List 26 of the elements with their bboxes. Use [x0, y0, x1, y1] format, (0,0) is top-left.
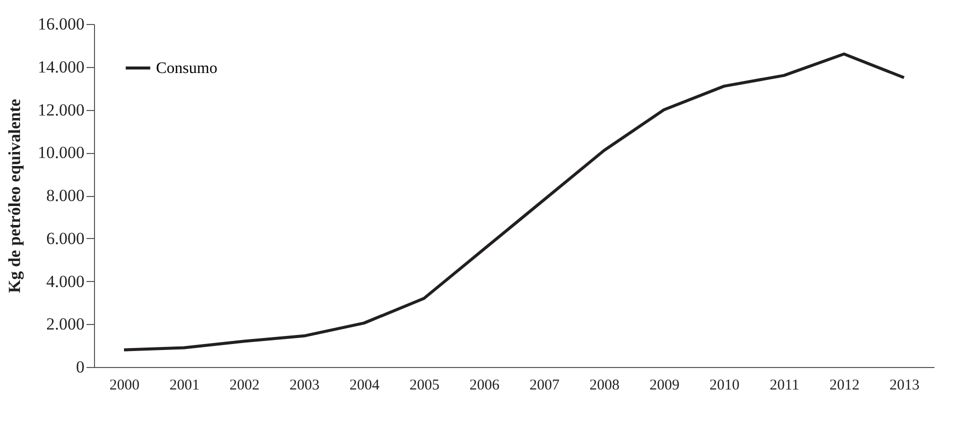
x-tick-label: 2001 [170, 378, 200, 394]
line-series [122, 52, 906, 352]
x-tick-label: 2005 [410, 378, 440, 394]
x-tick-label: 2008 [590, 378, 620, 394]
y-tick-label: 6.000 [46, 228, 84, 248]
y-tick-label: 12.000 [38, 100, 84, 120]
x-tick-label: 2000 [110, 378, 140, 394]
x-tick-label: 2012 [830, 378, 860, 394]
x-tick-label: 2002 [230, 378, 260, 394]
x-tick-label: 2009 [650, 378, 680, 394]
x-tick-label: 2007 [530, 378, 560, 394]
x-tick-label: 2010 [710, 378, 740, 394]
x-tick-label: 2006 [470, 378, 500, 394]
y-tick-label: 8.000 [46, 186, 84, 205]
y-tick-label: 10.000 [38, 143, 84, 162]
y-tick-label: 16.000 [38, 14, 84, 34]
y-axis-title: Kg de petróleo equivalente [4, 98, 24, 294]
x-tick-label: 2013 [890, 378, 920, 394]
y-tick-label: 14.000 [38, 57, 84, 76]
legend-label: Consumo [156, 60, 218, 77]
y-tick-label: 4.000 [46, 272, 84, 291]
x-tick-label: 2011 [770, 378, 800, 394]
y-tick-label: 0 [76, 358, 84, 376]
x-tick-label: 2003 [290, 378, 320, 394]
y-tick-label: 2.000 [46, 314, 84, 334]
x-tick-label: 2004 [350, 378, 380, 394]
